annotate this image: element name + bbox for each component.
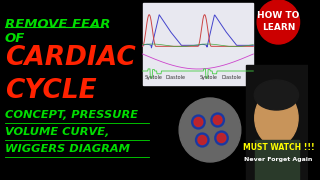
Text: LEARN: LEARN <box>262 22 295 32</box>
Ellipse shape <box>194 118 203 127</box>
Text: Diastole: Diastole <box>221 75 241 80</box>
Text: Systole: Systole <box>200 75 218 80</box>
Circle shape <box>257 0 300 44</box>
Bar <box>142 3 253 85</box>
Text: CONCEPT, PRESSURE: CONCEPT, PRESSURE <box>5 110 138 120</box>
Text: CARDIAC: CARDIAC <box>5 45 136 71</box>
Ellipse shape <box>213 116 222 125</box>
Text: Never Forget Again: Never Forget Again <box>244 156 313 161</box>
Ellipse shape <box>215 131 228 145</box>
Text: CYCLE: CYCLE <box>5 78 96 104</box>
Ellipse shape <box>192 115 205 129</box>
Text: MUST WATCH !!!: MUST WATCH !!! <box>243 143 314 152</box>
Text: Diastole: Diastole <box>166 75 186 80</box>
Text: Systole: Systole <box>145 75 163 80</box>
Bar <box>255 140 299 180</box>
Ellipse shape <box>254 80 299 110</box>
Text: VOLUME CURVE,: VOLUME CURVE, <box>5 127 109 137</box>
Ellipse shape <box>196 133 209 147</box>
Text: WIGGERS DIAGRAM: WIGGERS DIAGRAM <box>5 144 130 154</box>
Bar <box>246 65 308 180</box>
Ellipse shape <box>217 134 226 143</box>
Ellipse shape <box>198 136 207 145</box>
Ellipse shape <box>211 113 224 127</box>
Circle shape <box>179 98 241 162</box>
Ellipse shape <box>255 91 298 145</box>
Text: OF: OF <box>5 32 25 45</box>
Text: REMOVE FEAR: REMOVE FEAR <box>5 18 110 31</box>
Text: HOW TO: HOW TO <box>257 10 300 19</box>
